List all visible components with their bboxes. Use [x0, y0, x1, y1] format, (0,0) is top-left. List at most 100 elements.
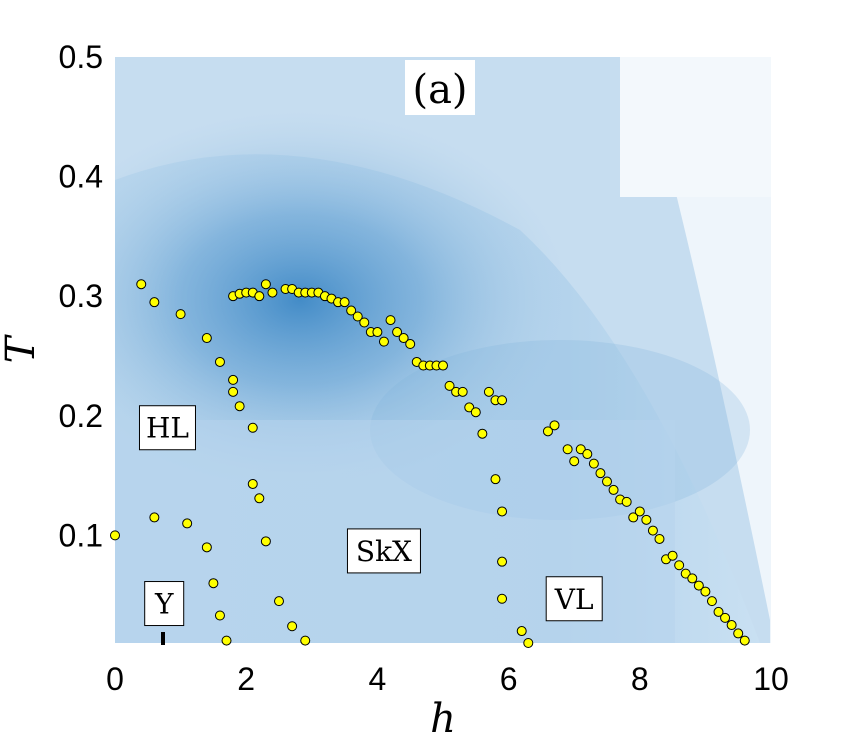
- x-tick-label: 6: [500, 661, 518, 697]
- data-point: [608, 484, 619, 495]
- data-point: [208, 578, 219, 589]
- data-point: [136, 279, 147, 290]
- data-point: [726, 620, 737, 631]
- data-point: [234, 401, 245, 412]
- panel-label: (a): [412, 67, 467, 113]
- data-point: [287, 621, 298, 632]
- data-point: [562, 444, 573, 455]
- x-tick-label: 8: [631, 661, 649, 697]
- y-tick-label: 0.1: [59, 517, 103, 553]
- data-point: [352, 311, 363, 322]
- x-axis: 0 2 4 6 8 10: [106, 661, 789, 697]
- data-point: [667, 550, 678, 561]
- y-axis: 0.1 0.2 0.3 0.4 0.5: [59, 39, 103, 553]
- data-point: [628, 512, 639, 523]
- data-point: [247, 422, 258, 433]
- data-point: [149, 512, 160, 523]
- data-point: [254, 493, 265, 504]
- data-point: [516, 626, 527, 637]
- y-tick-label: 0.4: [59, 159, 103, 195]
- region-label: VL: [554, 583, 594, 616]
- data-point: [267, 287, 278, 298]
- y-tick-label: 0.5: [59, 39, 103, 75]
- data-point: [497, 593, 508, 604]
- data-point: [346, 305, 357, 316]
- region-label: SkX: [356, 535, 412, 568]
- data-point: [588, 458, 599, 469]
- region-label-box: [144, 581, 185, 627]
- data-point: [739, 635, 750, 646]
- data-point: [706, 596, 717, 607]
- data-point: [713, 606, 724, 617]
- panel-label-box: (a): [405, 60, 475, 115]
- region-label-box: [545, 576, 603, 622]
- region-label-box: [138, 405, 196, 451]
- data-point: [228, 374, 239, 385]
- phase-boundary-points: [110, 279, 750, 648]
- data-point: [444, 380, 455, 391]
- data-point: [674, 560, 685, 571]
- data-point: [300, 635, 311, 646]
- data-point: [602, 476, 612, 487]
- x-tick-label: 2: [237, 661, 255, 697]
- region-label: HL: [146, 412, 189, 445]
- data-point: [175, 309, 186, 320]
- y-axis-label: T: [0, 333, 44, 363]
- data-point: [359, 317, 370, 328]
- x-axis-label: h: [430, 696, 456, 742]
- heatmap-area: [115, 57, 771, 643]
- data-point: [254, 291, 265, 302]
- data-point: [372, 327, 383, 338]
- data-point: [214, 610, 225, 621]
- data-point: [470, 407, 481, 418]
- data-point: [693, 580, 704, 591]
- data-point: [339, 297, 350, 308]
- data-point: [733, 628, 744, 639]
- data-point: [110, 530, 120, 541]
- y-tick-label: 0.2: [59, 398, 103, 434]
- y-tick-label: 0.3: [59, 278, 103, 314]
- region-labels: HL SkX Y VL: [138, 405, 603, 627]
- data-point: [687, 573, 698, 584]
- region-label: Y: [154, 588, 174, 621]
- data-point: [542, 426, 553, 437]
- data-point: [497, 395, 508, 406]
- data-point: [490, 474, 501, 485]
- data-point: [523, 638, 534, 648]
- data-point: [647, 525, 658, 536]
- data-point: [438, 360, 448, 371]
- data-point: [477, 428, 488, 439]
- data-point: [221, 635, 232, 646]
- data-point: [405, 339, 416, 350]
- data-point: [228, 386, 239, 397]
- data-point: [549, 420, 560, 431]
- data-point: [247, 478, 258, 489]
- data-point: [720, 612, 731, 623]
- x-tick-label: 10: [753, 661, 789, 697]
- data-point: [497, 556, 508, 567]
- data-point: [214, 356, 225, 367]
- data-point: [621, 496, 632, 507]
- data-point: [260, 279, 271, 290]
- data-point: [398, 333, 409, 344]
- x-tick-label: 0: [106, 661, 124, 697]
- data-point: [201, 542, 212, 553]
- data-point: [582, 449, 593, 460]
- data-point: [201, 333, 212, 344]
- data-point: [700, 586, 711, 597]
- data-point: [392, 327, 403, 338]
- data-point: [654, 533, 665, 544]
- x-tick-label: 4: [369, 661, 387, 697]
- region-label-box: [346, 528, 421, 574]
- data-point: [457, 386, 468, 397]
- data-point: [595, 468, 606, 479]
- data-point: [182, 518, 193, 529]
- data-point: [149, 297, 160, 308]
- data-point: [634, 506, 645, 517]
- data-point: [641, 514, 652, 525]
- data-point: [497, 506, 508, 517]
- data-point: [378, 336, 389, 347]
- data-point: [483, 386, 494, 397]
- data-point: [260, 536, 271, 547]
